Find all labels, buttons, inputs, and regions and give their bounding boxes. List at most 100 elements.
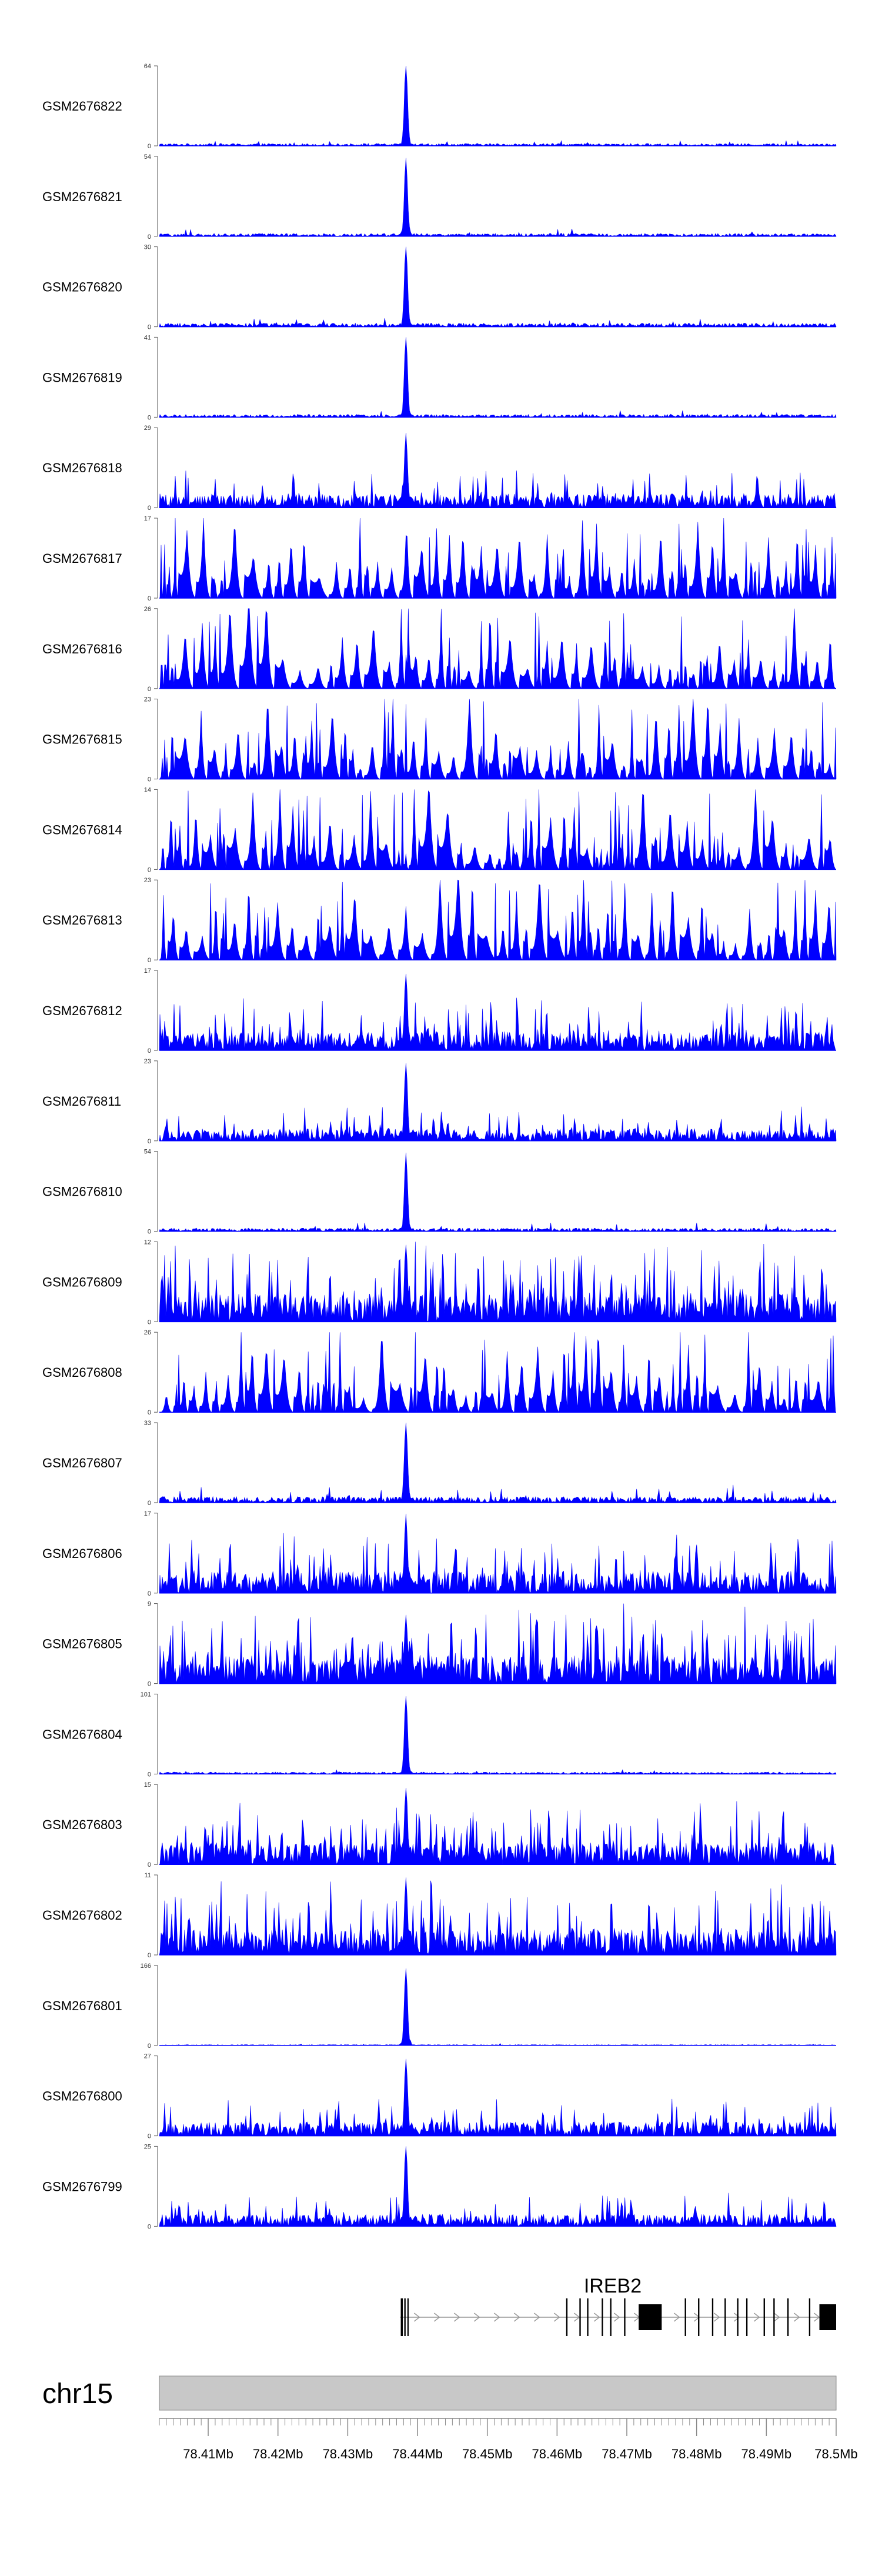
coverage-area [159, 2058, 837, 2137]
y-tick-label-max: 23 [144, 1058, 151, 1065]
y-tick-label-min: 0 [148, 1229, 151, 1236]
coverage-area [159, 1513, 837, 1594]
coverage-area [159, 973, 837, 1051]
track-GSM2676799: GSM2676799 25 0 [42, 2143, 837, 2230]
y-tick-label-max: 9 [148, 1601, 151, 1608]
exon [773, 2298, 775, 2336]
track-label: GSM2676801 [42, 1998, 122, 2013]
y-tick-label-max: 41 [144, 334, 151, 341]
strand-arrow [713, 2313, 720, 2322]
strand-arrow [433, 2313, 440, 2322]
track-label: GSM2676817 [42, 551, 122, 566]
track-label: GSM2676820 [42, 280, 122, 295]
exon [698, 2298, 700, 2336]
exon [787, 2298, 789, 2336]
genome-axis-track: chr15 78.41Mb 78.42Mb 78.43Mb 78.44Mb 78.45Mb… [42, 2375, 858, 2461]
track-GSM2676801: GSM2676801 166 0 [42, 1963, 837, 2050]
track-GSM2676809: GSM2676809 12 0 [42, 1239, 837, 1326]
tick-label: 78.47Mb [602, 2447, 652, 2461]
y-tick-label-max: 17 [144, 515, 151, 522]
track-label: GSM2676800 [42, 2089, 122, 2104]
strand-arrow [533, 2313, 540, 2322]
y-tick-label-min: 0 [148, 2223, 151, 2230]
exon [724, 2298, 726, 2336]
y-tick-label-min: 0 [148, 233, 151, 241]
tick-label: 78.45Mb [462, 2447, 513, 2461]
track-GSM2676804: GSM2676804 101 0 [42, 1691, 837, 1778]
coverage-area [159, 337, 837, 418]
exon [819, 2304, 836, 2330]
strand-arrow [773, 2313, 780, 2322]
track-GSM2676819: GSM2676819 41 0 [42, 334, 837, 421]
exon [404, 2298, 406, 2336]
coverage-area [159, 1787, 837, 1865]
coverage-area [159, 246, 837, 328]
y-tick-label-max: 30 [144, 244, 151, 251]
strand-arrow [473, 2313, 480, 2322]
strand-arrow [413, 2313, 420, 2322]
track-label: GSM2676809 [42, 1274, 122, 1289]
y-tick-label-min: 0 [148, 686, 151, 693]
coverage-area [159, 1422, 837, 1503]
strand-arrow [753, 2313, 760, 2322]
y-tick-label-max: 101 [141, 1691, 151, 1698]
y-tick-label-max: 64 [144, 63, 151, 70]
y-tick-label-min: 0 [148, 866, 151, 873]
track-GSM2676810: GSM2676810 54 0 [42, 1149, 837, 1236]
y-tick-label-max: 25 [144, 2143, 151, 2150]
coverage-area [159, 1152, 837, 1232]
gene-name: IREB2 [584, 2275, 642, 2297]
strand-arrow [733, 2313, 740, 2322]
y-tick-label-max: 33 [144, 1420, 151, 1427]
coverage-area [159, 1877, 837, 1956]
y-tick-label-min: 0 [148, 1319, 151, 1326]
track-GSM2676807: GSM2676807 33 0 [42, 1420, 837, 1507]
exon [624, 2298, 626, 2336]
track-GSM2676820: GSM2676820 30 0 [42, 244, 837, 331]
exon [579, 2298, 581, 2336]
coverage-area [159, 608, 836, 689]
track-label: GSM2676813 [42, 913, 122, 927]
track-label: GSM2676814 [42, 822, 122, 837]
exon [610, 2298, 612, 2336]
coverage-area [159, 879, 837, 961]
coverage-area [159, 158, 837, 237]
y-tick-label-max: 54 [144, 154, 151, 161]
coverage-area [159, 1696, 837, 1774]
track-GSM2676822: GSM2676822 64 0 [42, 63, 837, 150]
y-tick-label-max: 23 [144, 696, 151, 703]
track-label: GSM2676816 [42, 642, 122, 656]
y-tick-label-max: 17 [144, 967, 151, 975]
exon [587, 2298, 589, 2336]
strand-arrow [673, 2313, 680, 2322]
tick-label: 78.49Mb [741, 2447, 792, 2461]
y-tick-label-min: 0 [148, 2043, 151, 2050]
strand-arrow [493, 2313, 500, 2322]
exon [407, 2298, 409, 2336]
track-GSM2676806: GSM2676806 17 0 [42, 1510, 837, 1597]
exon [400, 2298, 403, 2336]
strand-arrow [793, 2313, 800, 2322]
tick-label: 78.5Mb [814, 2447, 857, 2461]
coverage-area [159, 789, 836, 870]
track-GSM2676800: GSM2676800 27 0 [42, 2053, 837, 2140]
track-GSM2676805: GSM2676805 9 0 [42, 1601, 837, 1688]
tick-label: 78.43Mb [323, 2447, 373, 2461]
tick-label: 78.41Mb [183, 2447, 233, 2461]
coverage-area [159, 518, 837, 599]
exon [711, 2298, 714, 2336]
track-label: GSM2676812 [42, 1003, 122, 1018]
track-label: GSM2676806 [42, 1546, 122, 1561]
strand-arrow [453, 2313, 460, 2322]
track-label: GSM2676808 [42, 1365, 122, 1380]
track-GSM2676802: GSM2676802 11 0 [42, 1872, 837, 1959]
coverage-area [159, 1603, 837, 1684]
y-tick-label-min: 0 [148, 1952, 151, 1959]
y-tick-label-max: 11 [145, 1872, 151, 1879]
track-GSM2676803: GSM2676803 15 0 [42, 1781, 837, 1868]
y-tick-label-min: 0 [148, 143, 151, 150]
track-label: GSM2676815 [42, 732, 122, 747]
strand-arrow [593, 2313, 600, 2322]
exon [763, 2298, 765, 2336]
